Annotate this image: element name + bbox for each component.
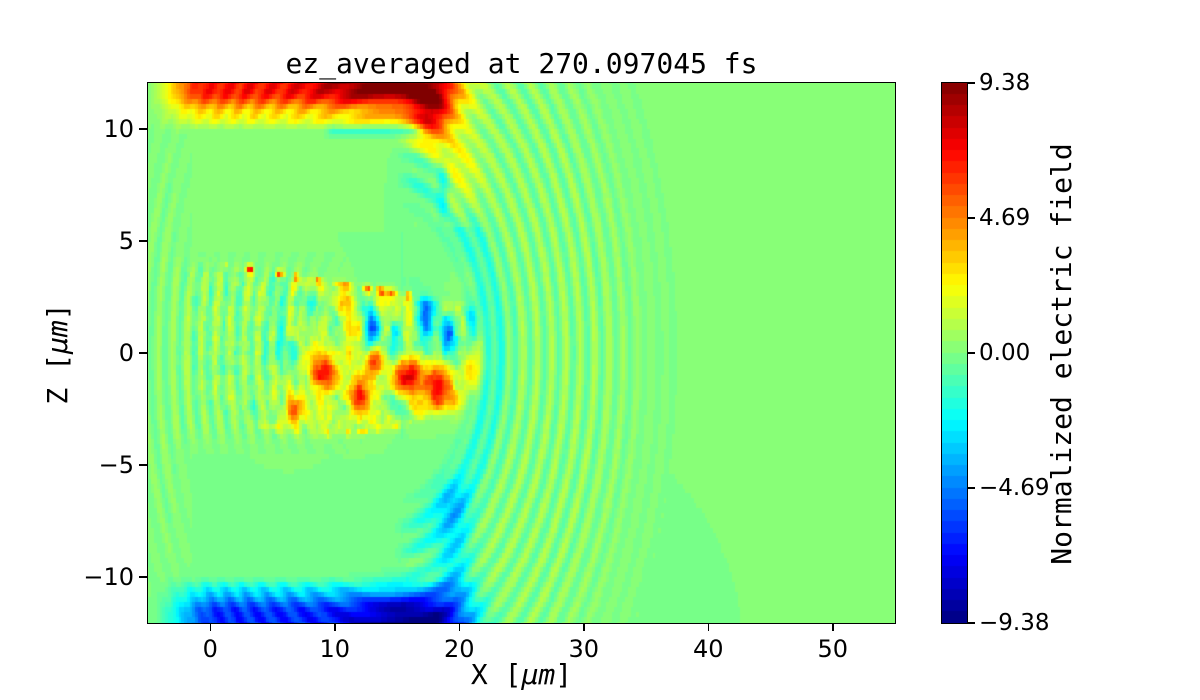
colorbar-canvas — [942, 83, 967, 623]
colorbar-frame — [941, 82, 968, 624]
y-tick-mark — [139, 352, 147, 354]
y-tick-label: −10 — [83, 563, 134, 592]
x-tick-mark — [832, 624, 834, 631]
x-tick-mark — [583, 624, 585, 631]
x-tick-mark — [334, 624, 336, 631]
colorbar-tick-mark — [968, 622, 975, 624]
colorbar-tick-mark — [968, 352, 975, 354]
x-tick-label: 30 — [568, 635, 600, 663]
y-tick-mark — [139, 576, 147, 578]
colorbar-tick-mark — [968, 217, 975, 219]
x-tick-label: 20 — [443, 635, 475, 663]
colorbar-tick-label: 9.38 — [979, 70, 1031, 96]
x-tick-label: 50 — [817, 635, 849, 663]
plot-frame — [147, 82, 896, 624]
y-tick-mark — [139, 464, 147, 466]
y-tick-mark — [139, 128, 147, 130]
x-tick-label: 40 — [692, 635, 724, 663]
heatmap-canvas — [148, 83, 895, 623]
x-axis-label-unit: μm — [521, 658, 556, 691]
colorbar-tick-label: −9.38 — [979, 610, 1050, 636]
x-axis-label-pre: X [ — [470, 658, 522, 691]
chart-title: ez_averaged at 270.097045 fs — [285, 47, 758, 80]
x-axis-label-post: ] — [555, 658, 573, 691]
y-tick-label: 10 — [103, 114, 134, 143]
x-tick-label: 10 — [319, 635, 351, 663]
y-axis-label-post: ] — [41, 303, 74, 321]
colorbar-tick-mark — [968, 487, 975, 489]
colorbar-tick-mark — [968, 82, 975, 84]
y-tick-label: −5 — [98, 451, 134, 480]
x-tick-mark — [209, 624, 211, 631]
x-tick-mark — [458, 624, 460, 631]
x-tick-label: 0 — [202, 635, 218, 663]
colorbar-tick-label: −4.69 — [979, 475, 1050, 501]
y-tick-label: 0 — [118, 339, 134, 367]
y-tick-label: 5 — [118, 226, 134, 255]
colorbar-tick-label: 0.00 — [979, 340, 1031, 366]
colorbar-tick-label: 4.69 — [979, 205, 1031, 231]
x-axis-label: X [μm] — [148, 658, 895, 691]
y-tick-mark — [139, 240, 147, 242]
x-tick-mark — [707, 624, 709, 631]
